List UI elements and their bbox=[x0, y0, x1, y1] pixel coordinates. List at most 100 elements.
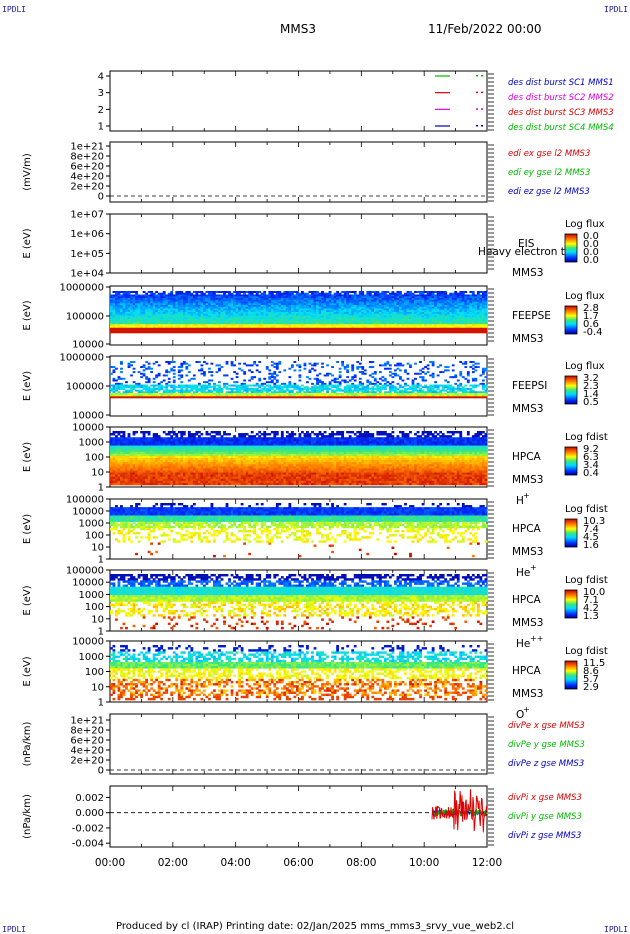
heatmap-cell bbox=[348, 301, 352, 304]
heatmap-cell bbox=[421, 292, 425, 295]
heatmap-cell bbox=[336, 320, 340, 323]
heatmap-cell bbox=[358, 305, 362, 308]
heatmap-cell bbox=[210, 331, 214, 334]
heatmap-cell bbox=[399, 364, 402, 367]
heatmap-cell bbox=[466, 329, 470, 332]
heatmap-cell bbox=[265, 367, 269, 370]
heatmap-cell bbox=[396, 308, 400, 311]
heatmap-cell bbox=[424, 315, 427, 318]
heatmap-cell bbox=[411, 298, 415, 301]
heatmap-cell bbox=[404, 322, 407, 325]
heatmap-cell bbox=[431, 294, 435, 297]
heatmap-cell bbox=[368, 312, 372, 315]
heatmap-cell bbox=[466, 331, 470, 334]
heatmap-cell bbox=[285, 331, 289, 334]
heatmap-cell bbox=[165, 361, 169, 363]
heatmap-cell bbox=[283, 369, 287, 372]
heatmap-cell bbox=[255, 322, 259, 325]
heatmap-cell bbox=[336, 392, 340, 395]
heatmap-cell bbox=[142, 394, 146, 397]
heatmap-cell bbox=[288, 296, 292, 299]
heatmap-cell bbox=[441, 310, 445, 313]
heatmap-cell bbox=[220, 305, 224, 308]
heatmap-cell bbox=[172, 386, 176, 389]
heatmap-cell bbox=[313, 294, 317, 297]
heatmap-cell bbox=[456, 303, 460, 306]
heatmap-cell bbox=[208, 391, 211, 394]
heatmap-cell bbox=[117, 320, 121, 323]
heatmap-cell bbox=[208, 308, 211, 311]
heatmap-cell bbox=[177, 326, 181, 329]
heatmap-cell bbox=[421, 301, 425, 304]
heatmap-cell bbox=[162, 294, 166, 297]
heatmap-cell bbox=[243, 306, 247, 309]
heatmap-cell bbox=[190, 396, 194, 399]
heatmap-cell bbox=[399, 377, 402, 380]
heatmap-cell bbox=[223, 319, 226, 322]
heatmap-cell bbox=[446, 310, 450, 313]
heatmap-cell bbox=[419, 301, 422, 304]
heatmap-cell bbox=[386, 322, 390, 325]
heatmap-cell bbox=[258, 310, 262, 313]
heatmap-cell bbox=[182, 317, 186, 320]
heatmap-cell bbox=[341, 310, 345, 313]
heatmap-cell bbox=[245, 394, 249, 397]
heatmap-cell bbox=[110, 392, 113, 395]
heatmap-cell bbox=[313, 389, 317, 392]
heatmap-cell bbox=[238, 319, 241, 322]
heatmap-cell bbox=[162, 374, 166, 377]
heatmap-cell bbox=[426, 301, 430, 304]
heatmap-cell bbox=[313, 387, 317, 390]
heatmap-cell bbox=[130, 315, 133, 318]
heatmap-cell bbox=[263, 396, 267, 399]
heatmap-cell bbox=[336, 301, 340, 304]
heatmap-cell bbox=[471, 319, 475, 322]
heatmap-cell bbox=[147, 326, 151, 329]
heatmap-cell bbox=[215, 305, 219, 308]
heatmap-cell bbox=[145, 306, 148, 309]
heatmap-cell bbox=[361, 366, 365, 369]
heatmap-cell bbox=[295, 308, 299, 311]
heatmap-cell bbox=[351, 386, 355, 389]
heatmap-cell bbox=[394, 301, 397, 304]
heatmap-cell bbox=[479, 315, 483, 318]
heatmap-cell bbox=[230, 292, 234, 295]
heatmap-cell bbox=[147, 381, 151, 384]
heatmap-cell bbox=[454, 320, 458, 323]
heatmap-cell bbox=[431, 305, 435, 308]
heatmap-cell bbox=[205, 392, 209, 395]
heatmap-cell bbox=[135, 291, 138, 294]
heatmap-cell bbox=[213, 396, 216, 399]
heatmap-cell bbox=[175, 320, 179, 323]
heatmap-cell bbox=[263, 296, 267, 299]
heatmap-cell bbox=[436, 326, 440, 329]
heatmap-cell bbox=[361, 313, 365, 316]
heatmap-cell bbox=[180, 374, 184, 377]
heatmap-cell bbox=[391, 392, 395, 395]
heatmap-cell bbox=[147, 329, 151, 332]
heatmap-cell bbox=[208, 291, 211, 294]
heatmap-cell bbox=[225, 291, 229, 294]
heatmap-cell bbox=[303, 324, 307, 327]
heatmap-cell bbox=[479, 326, 483, 329]
heatmap-cell bbox=[386, 299, 390, 302]
heatmap-cell bbox=[361, 322, 365, 325]
heatmap-cell bbox=[368, 299, 372, 302]
heatmap-cell bbox=[471, 317, 475, 320]
heatmap-cell bbox=[205, 394, 209, 397]
heatmap-cell bbox=[316, 310, 319, 313]
heatmap-cell bbox=[394, 324, 397, 327]
heatmap-cell bbox=[454, 326, 458, 329]
heatmap-cell bbox=[434, 291, 438, 294]
heatmap-cell bbox=[137, 298, 141, 301]
heatmap-cell bbox=[336, 331, 340, 334]
heatmap-cell bbox=[165, 319, 169, 322]
heatmap-cell bbox=[313, 394, 317, 397]
heatmap-cell bbox=[205, 305, 209, 308]
heatmap-cell bbox=[230, 384, 234, 387]
heatmap-cell bbox=[258, 386, 262, 389]
heatmap-cell bbox=[230, 324, 234, 327]
heatmap-cell bbox=[361, 391, 365, 394]
heatmap-cell bbox=[132, 306, 136, 309]
heatmap-cell bbox=[376, 310, 380, 313]
